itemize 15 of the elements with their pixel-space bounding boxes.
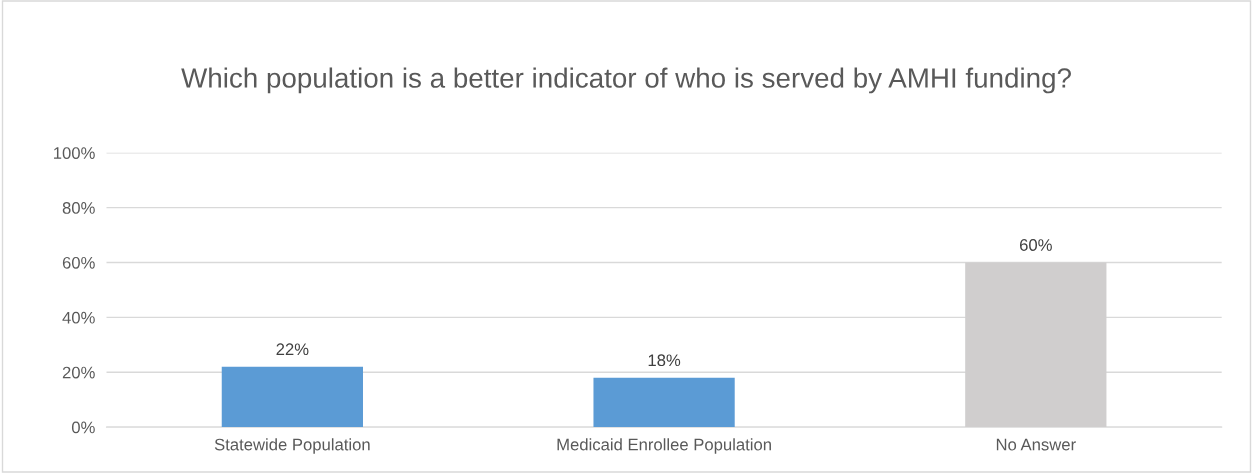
y-tick-label: 100%: [54, 147, 95, 159]
y-tick-label: 40%: [62, 311, 95, 324]
y-tick-label: 60%: [62, 256, 95, 269]
data-label: 60%: [1019, 239, 1052, 251]
data-label: 18%: [648, 354, 681, 367]
y-tick-label: 20%: [62, 366, 95, 379]
x-tick-label: Medicaid Enrollee Population: [557, 438, 771, 454]
x-tick-label: No Answer: [996, 438, 1076, 451]
bar: [221, 366, 363, 428]
y-tick-label: 80%: [62, 202, 95, 214]
bar: [593, 377, 735, 428]
x-tick-label: Statewide Population: [214, 438, 370, 454]
data-label: 22%: [276, 343, 309, 356]
chart-title: Which population is a better indicator of who is served by AMHI funding?: [181, 67, 1071, 94]
y-tick-label: 0%: [71, 421, 95, 434]
